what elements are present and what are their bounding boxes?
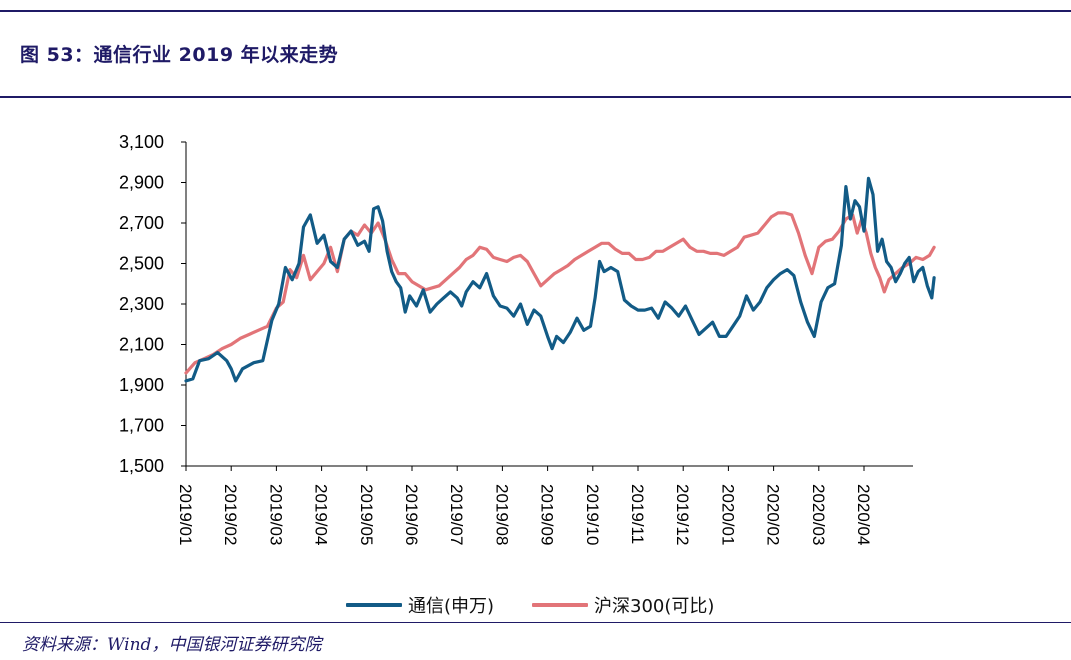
x-tick-label: 2019/11	[628, 484, 647, 544]
x-tick-label: 2020/01	[718, 484, 737, 545]
source-note: 资料来源：Wind，中国银河证券研究院	[22, 635, 322, 655]
series-line-telecom	[184, 176, 936, 383]
x-tick-label: 2019/02	[221, 484, 240, 545]
x-axis: 2019/01 2019/02 2019/03 2019/04 2019/05 2019/…	[176, 465, 913, 545]
line-chart: 3,100 2,900 2,700 2,500 2,300 2,100 1,900 1,700…	[119, 132, 936, 545]
x-tick-label: 2019/05	[357, 484, 376, 545]
legend-entry-telecom: 通信(申万)	[346, 592, 494, 618]
x-tick-label: 2020/03	[809, 484, 828, 545]
x-tick-label: 2019/01	[176, 484, 195, 545]
x-tick-label: 2020/02	[764, 484, 783, 545]
y-tick-label: 1,500	[119, 456, 164, 476]
x-tick-label: 2019/10	[583, 484, 602, 545]
x-tick-label: 2019/06	[402, 484, 421, 545]
x-tick-label: 2019/07	[447, 484, 466, 545]
series-lines	[184, 176, 936, 383]
y-tick-label: 2,500	[119, 254, 164, 274]
y-tick-label: 1,700	[119, 416, 164, 436]
title-underline-rule	[0, 96, 1071, 98]
figure-title: 图 53：通信行业 2019 年以来走势	[20, 44, 339, 66]
y-tick-label: 2,100	[119, 335, 164, 355]
legend-swatch-hs300	[532, 603, 588, 607]
x-tick-label: 2019/08	[492, 484, 511, 545]
x-tick-label: 2019/09	[538, 484, 557, 545]
y-tick-label: 1,900	[119, 375, 164, 395]
legend-label-hs300: 沪深300(可比)	[594, 596, 715, 617]
y-axis: 3,100 2,900 2,700 2,500 2,300 2,100 1,900 1,700…	[119, 132, 187, 476]
legend-entry-hs300: 沪深300(可比)	[532, 592, 714, 618]
y-tick-label: 2,700	[119, 213, 164, 233]
x-tick-label: 2019/12	[673, 484, 692, 545]
bottom-rule	[0, 622, 1071, 623]
top-rule	[0, 10, 1071, 12]
x-tick-label: 2019/04	[312, 484, 331, 545]
y-tick-label: 3,100	[119, 132, 164, 152]
legend-label-telecom: 通信(申万)	[408, 596, 495, 617]
series-line-hs300	[184, 211, 936, 375]
y-tick-label: 2,300	[119, 294, 164, 314]
x-tick-label: 2019/03	[266, 484, 285, 545]
legend-swatch-telecom	[346, 603, 402, 607]
x-tick-label: 2020/04	[854, 484, 873, 545]
y-tick-label: 2,900	[119, 173, 164, 193]
